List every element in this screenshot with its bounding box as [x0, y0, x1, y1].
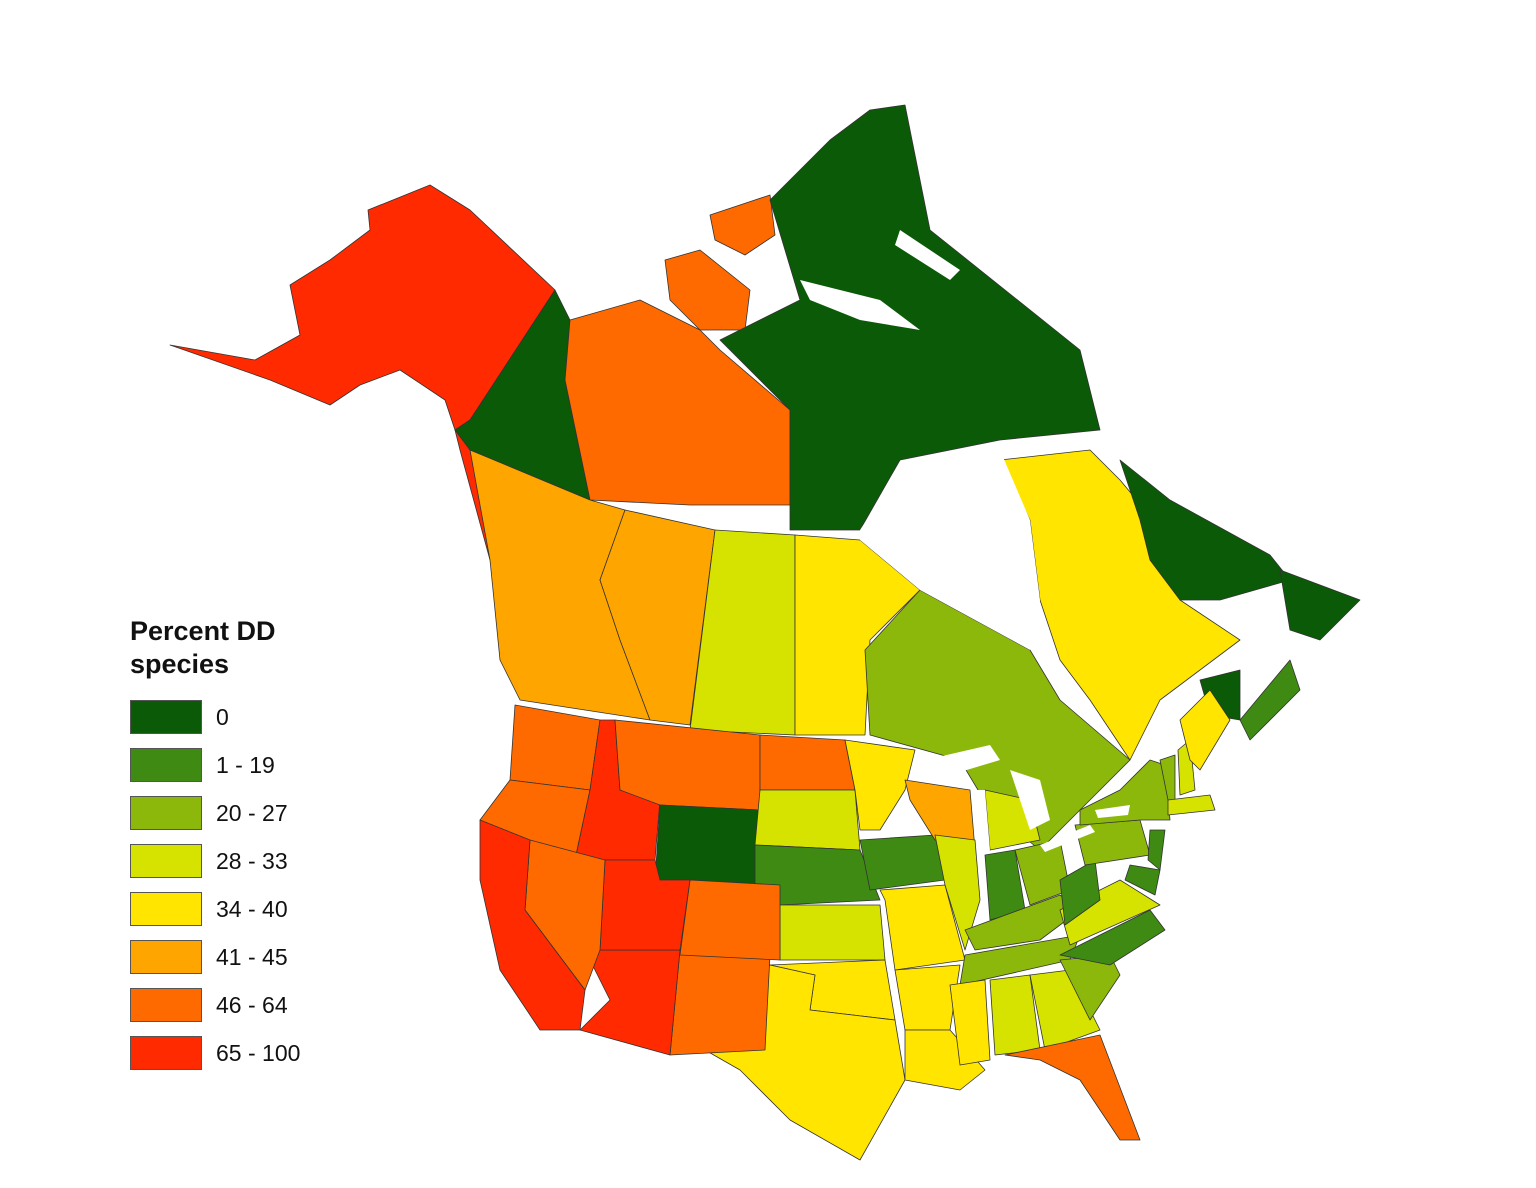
legend-swatch: [130, 700, 202, 734]
legend-swatch: [130, 940, 202, 974]
region-ky: [964, 894, 1081, 951]
region-ns: [1239, 659, 1301, 741]
region-nj: [1147, 829, 1166, 871]
region-ar: [894, 964, 961, 1031]
region-mn: [844, 739, 916, 831]
region-wa: [509, 704, 601, 791]
legend-item: 34 - 40: [130, 885, 330, 933]
legend-item: 20 - 27: [130, 789, 330, 837]
legend-label: 65 - 100: [216, 1039, 301, 1066]
region-nu: [719, 104, 1101, 531]
arctic-channel-2: [895, 230, 960, 280]
legend-item: 41 - 45: [130, 933, 330, 981]
region-ms: [949, 979, 991, 1066]
legend-label: 0: [216, 703, 229, 730]
legend-item: 65 - 100: [130, 1029, 330, 1077]
region-mo: [879, 884, 966, 971]
region-nd: [759, 734, 856, 791]
region-nl-lab: [1119, 459, 1291, 601]
legend: Percent DD species 0 1 - 19 20 - 27 28 - 33…: [130, 615, 330, 1077]
region-ca: [479, 819, 586, 1031]
region-ga: [1029, 969, 1101, 1051]
region-il: [934, 834, 981, 951]
region-va: [1059, 879, 1161, 946]
region-ia: [859, 834, 946, 891]
arctic-channel-1: [800, 280, 920, 330]
lake-erie: [1040, 825, 1095, 852]
region-nl-nf: [1279, 569, 1361, 641]
legend-label: 28 - 33: [216, 847, 288, 874]
legend-item: 0: [130, 693, 330, 741]
lake-ontario: [1095, 805, 1130, 818]
region-la: [904, 1029, 986, 1091]
legend-swatch: [130, 988, 202, 1022]
hudson-bay: [860, 450, 1040, 650]
region-wy: [654, 804, 761, 886]
legend-swatch: [130, 748, 202, 782]
legend-swatch: [130, 1036, 202, 1070]
region-md: [1124, 864, 1161, 896]
region-nc: [1059, 909, 1166, 966]
region-nm: [669, 949, 771, 1056]
legend-label: 1 - 19: [216, 751, 275, 778]
lake-michigan: [975, 790, 990, 850]
region-az: [579, 949, 681, 1056]
region-ne: [754, 844, 881, 906]
region-ma: [1167, 794, 1216, 816]
region-fl: [1004, 1034, 1141, 1141]
legend-swatch: [130, 796, 202, 830]
region-wv: [1059, 859, 1101, 926]
lake-superior: [925, 745, 1000, 775]
legend-item: 1 - 19: [130, 741, 330, 789]
region-qc: [999, 449, 1271, 761]
region-co: [679, 879, 781, 961]
legend-label: 34 - 40: [216, 895, 288, 922]
legend-swatch: [130, 844, 202, 878]
legend-label: 46 - 64: [216, 991, 288, 1018]
region-mt: [614, 719, 761, 811]
region-ks: [779, 904, 886, 961]
region-sd: [754, 789, 861, 851]
region-nt-isl2: [709, 194, 776, 256]
region-me: [1179, 689, 1231, 771]
region-nt-isl1: [664, 249, 751, 331]
lake-huron: [1010, 770, 1050, 830]
legend-swatch: [130, 892, 202, 926]
legend-label: 41 - 45: [216, 943, 288, 970]
legend-title: Percent DD species: [130, 616, 276, 679]
legend-label: 20 - 27: [216, 799, 288, 826]
legend-item: 46 - 64: [130, 981, 330, 1029]
legend-item: 28 - 33: [130, 837, 330, 885]
